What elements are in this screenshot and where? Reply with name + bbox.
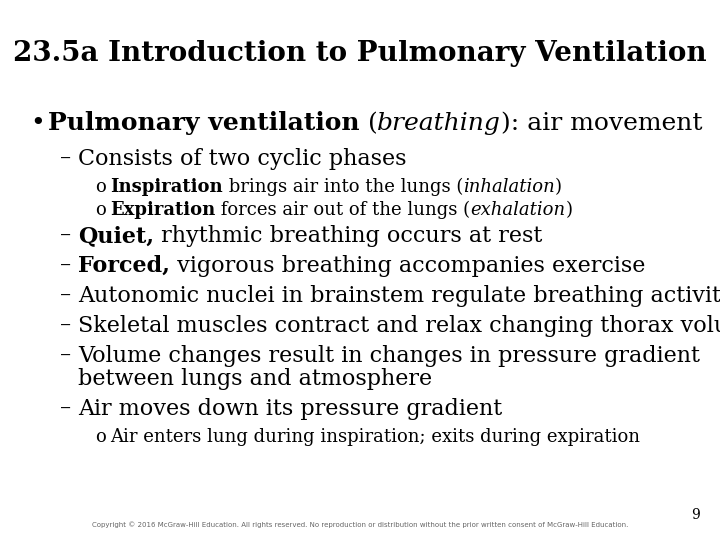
Text: exhalation: exhalation: [470, 201, 565, 219]
Text: 23.5a Introduction to Pulmonary Ventilation: 23.5a Introduction to Pulmonary Ventilat…: [13, 40, 707, 67]
Text: 9: 9: [691, 508, 700, 522]
Text: –: –: [60, 345, 71, 367]
Text: Skeletal muscles contract and relax changing thorax volume: Skeletal muscles contract and relax chan…: [78, 315, 720, 337]
Text: –: –: [60, 225, 71, 247]
Text: Air moves down its pressure gradient: Air moves down its pressure gradient: [78, 398, 503, 420]
Text: –: –: [60, 285, 71, 307]
Text: ): ): [565, 201, 572, 219]
Text: rhythmic breathing occurs at rest: rhythmic breathing occurs at rest: [154, 225, 542, 247]
Text: inhalation: inhalation: [463, 178, 554, 196]
Text: Pulmonary ventilation: Pulmonary ventilation: [48, 111, 359, 135]
Text: o: o: [95, 428, 106, 446]
Text: ): air movement: ): air movement: [501, 112, 703, 135]
Text: –: –: [60, 315, 71, 337]
Text: (: (: [359, 112, 377, 135]
Text: –: –: [60, 255, 71, 277]
Text: Consists of two cyclic phases: Consists of two cyclic phases: [78, 148, 407, 170]
Text: forces air out of the lungs (: forces air out of the lungs (: [215, 201, 470, 219]
Text: breathing: breathing: [377, 112, 501, 135]
Text: o: o: [95, 201, 106, 219]
Text: brings air into the lungs (: brings air into the lungs (: [222, 178, 463, 196]
Text: vigorous breathing accompanies exercise: vigorous breathing accompanies exercise: [170, 255, 645, 277]
Text: Autonomic nuclei in brainstem regulate breathing activity: Autonomic nuclei in brainstem regulate b…: [78, 285, 720, 307]
Text: Copyright © 2016 McGraw-Hill Education. All rights reserved. No reproduction or : Copyright © 2016 McGraw-Hill Education. …: [92, 521, 628, 528]
Text: •: •: [30, 112, 45, 135]
Text: Air enters lung during inspiration; exits during expiration: Air enters lung during inspiration; exit…: [110, 428, 640, 446]
Text: Expiration: Expiration: [110, 201, 215, 219]
Text: Inspiration: Inspiration: [110, 178, 222, 196]
Text: Forced,: Forced,: [78, 255, 170, 277]
Text: Quiet,: Quiet,: [78, 225, 154, 247]
Text: o: o: [95, 178, 106, 196]
Text: between lungs and atmosphere: between lungs and atmosphere: [78, 368, 432, 390]
Text: Volume changes result in changes in pressure gradient: Volume changes result in changes in pres…: [78, 345, 700, 367]
Text: ): ): [554, 178, 562, 196]
Text: –: –: [60, 148, 71, 170]
Text: –: –: [60, 398, 71, 420]
